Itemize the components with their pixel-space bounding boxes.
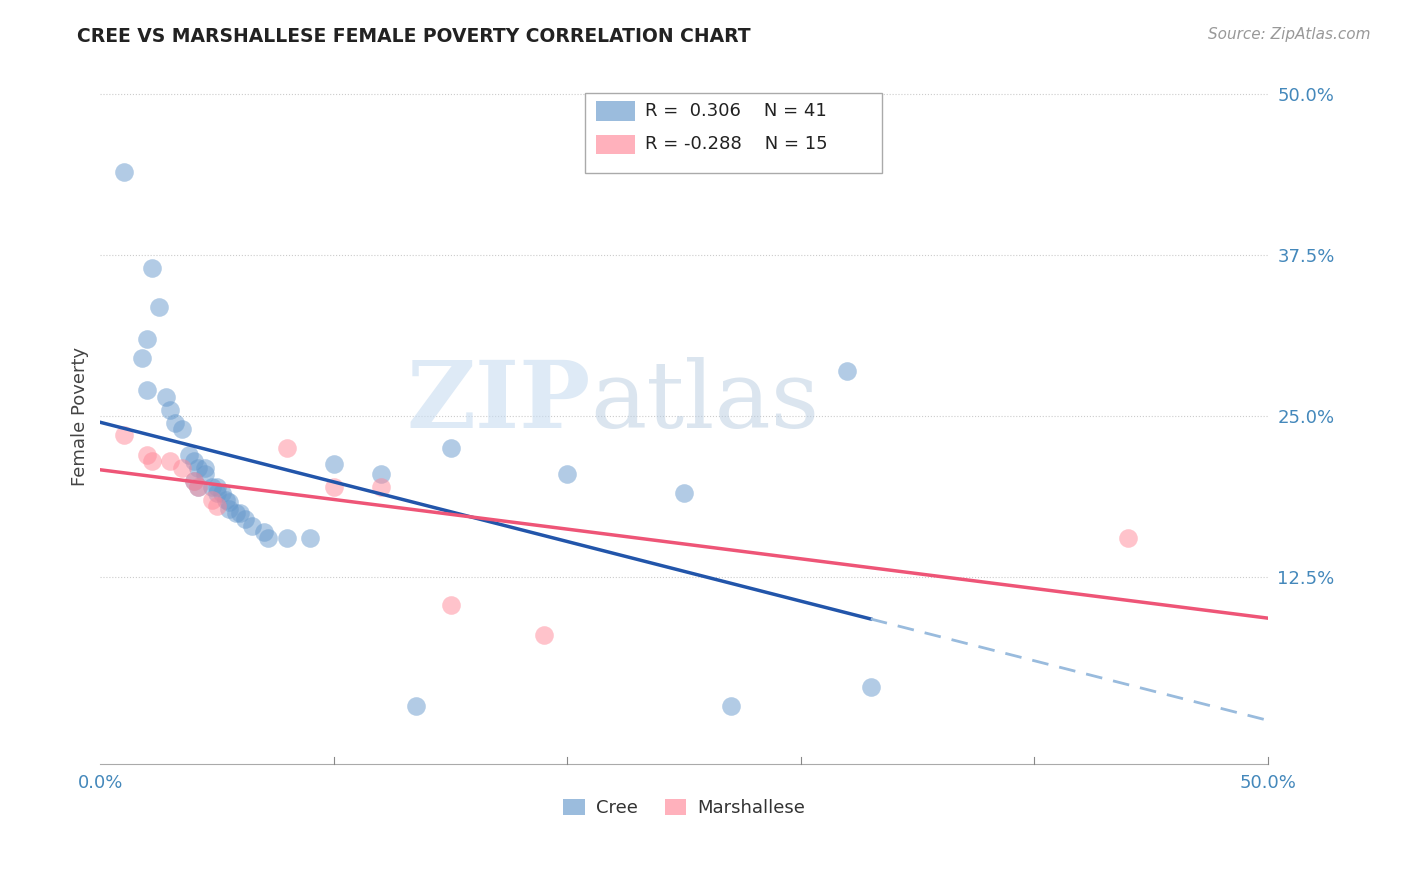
Point [233,512,256,526]
Point [215,492,238,507]
Point [276,442,298,456]
Point [170,460,193,475]
Point [218,501,240,516]
Point [170,422,193,436]
Point [194,460,217,475]
Point [405,698,427,713]
Point [165,416,187,430]
Point [720,698,742,713]
Y-axis label: Female Poverty: Female Poverty [72,347,89,486]
Point [555,467,578,482]
Point [240,518,263,533]
Point [141,261,163,276]
Text: R = -0.288    N = 15: R = -0.288 N = 15 [645,136,828,153]
Point [183,474,205,488]
Text: atlas: atlas [591,358,820,447]
Point [159,454,181,468]
Point [1116,532,1139,546]
Point [201,492,224,507]
Point [370,467,392,482]
Point [205,500,228,514]
Point [218,495,240,509]
Point [183,454,205,468]
Text: Source: ZipAtlas.com: Source: ZipAtlas.com [1208,27,1371,42]
Point [533,628,555,642]
Point [322,457,344,471]
Point [229,506,252,520]
Point [837,364,859,378]
Point [253,524,276,539]
Point [177,448,200,462]
Point [257,532,280,546]
Point [141,454,163,468]
Point [672,486,695,500]
Point [159,402,181,417]
FancyBboxPatch shape [585,93,883,173]
Point [205,480,228,494]
Point [112,428,135,442]
Point [136,448,159,462]
Legend: Cree, Marshallese: Cree, Marshallese [555,791,813,824]
Point [225,506,247,520]
Point [148,300,170,314]
Point [370,480,392,494]
Point [439,442,461,456]
Point [187,480,209,494]
Point [112,164,135,178]
Point [187,460,209,475]
Point [131,351,153,366]
Point [136,384,159,398]
Text: CREE VS MARSHALLESE FEMALE POVERTY CORRELATION CHART: CREE VS MARSHALLESE FEMALE POVERTY CORRE… [77,27,751,45]
Point [299,532,322,546]
Point [859,680,882,694]
Point [155,390,177,404]
Point [201,480,224,494]
Text: ZIP: ZIP [406,358,591,447]
Bar [596,101,636,120]
Point [187,480,209,494]
Point [322,480,344,494]
Text: R =  0.306    N = 41: R = 0.306 N = 41 [645,102,827,120]
Point [183,474,205,488]
Bar [596,135,636,154]
Point [205,486,228,500]
Point [276,532,298,546]
Point [211,486,233,500]
Point [194,467,217,482]
Point [136,332,159,346]
Point [439,599,461,613]
